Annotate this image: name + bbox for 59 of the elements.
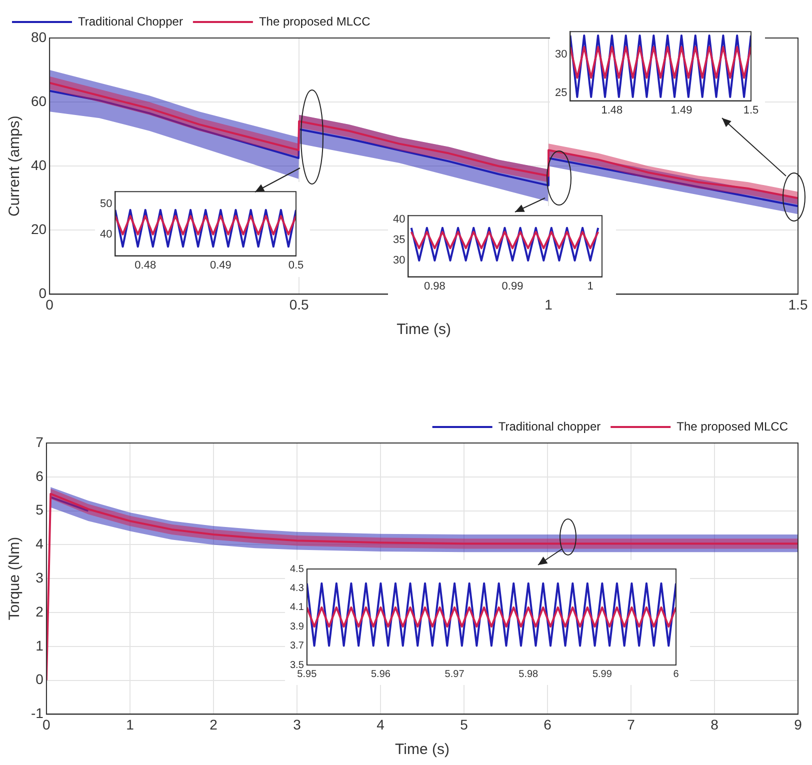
x-tick-label: 5.99 (592, 668, 612, 680)
y-tick-label: 3.5 (290, 660, 304, 671)
y-tick-label: -1 (30, 705, 44, 722)
x-tick-label: 0.98 (424, 280, 446, 292)
legend-label: Traditional chopper (498, 419, 601, 434)
x-tick-label: 1.48 (601, 104, 623, 116)
x-tick-label: 0.5 (288, 259, 304, 272)
y-tick-label: 3 (36, 569, 44, 586)
y-tick-label: 30 (392, 254, 406, 267)
x-tick-label: 0.49 (210, 259, 232, 272)
y-tick-label: 3.9 (290, 621, 304, 632)
x-tick-label: 1.5 (743, 104, 759, 116)
y-tick-label: 50 (100, 198, 112, 210)
y-tick-label: 25 (554, 87, 568, 100)
y-tick-label: 40 (30, 156, 47, 173)
x-tick-label: 5.95 (297, 668, 318, 680)
x-tick-label: 8 (710, 716, 719, 732)
x-tick-label: 5.96 (370, 668, 391, 680)
y-tick-label: 1 (36, 637, 44, 654)
x-tick-label: 9 (794, 716, 802, 732)
x-tick-label: 1.5 (788, 296, 808, 312)
y-tick-label: 2 (36, 603, 44, 620)
legend-label: Traditional Chopper (78, 14, 183, 28)
y-tick-label: 40 (392, 214, 406, 226)
y-tick-label: 20 (30, 221, 47, 238)
x-tick-label: 7 (627, 716, 636, 732)
legend-label: The proposed MLCC (258, 14, 371, 28)
x-tick-label: 6 (673, 668, 680, 680)
y-axis-title: Torque (Nm) (6, 536, 24, 620)
y-tick-label: 35 (392, 234, 406, 246)
x-tick-label: 0.5 (289, 296, 309, 312)
y-tick-label: 40 (100, 228, 112, 240)
y-tick-label: 30 (554, 48, 568, 61)
x-tick-label: 0.48 (134, 259, 156, 272)
x-axis-title: Time (s) (395, 741, 450, 758)
y-tick-label: 5 (36, 502, 44, 518)
x-tick-label: 2 (210, 716, 218, 732)
y-tick-label: 4 (36, 536, 44, 552)
x-tick-label: 0.99 (502, 280, 524, 292)
y-tick-label: 60 (30, 92, 47, 109)
y-tick-label: 6 (36, 468, 44, 484)
x-axis-title: Time (s) (396, 321, 452, 338)
y-tick-label: 7 (36, 434, 44, 450)
y-tick-label: 4.5 (290, 564, 304, 575)
y-tick-label: 3.7 (290, 640, 304, 652)
y-tick-label: 4.3 (290, 582, 304, 594)
legend-label: The proposed MLCC (676, 419, 788, 434)
x-tick-label: 1 (587, 280, 594, 292)
y-tick-label: 80 (30, 28, 47, 45)
x-tick-label: 5.98 (518, 668, 539, 680)
x-tick-label: 5 (460, 716, 468, 732)
x-tick-label: 5.97 (444, 668, 465, 680)
x-tick-label: 4 (376, 716, 385, 732)
y-axis-title: Current (amps) (6, 116, 24, 217)
x-tick-label: 1 (544, 296, 553, 312)
x-tick-label: 6 (544, 716, 552, 732)
y-tick-label: 4.1 (290, 602, 304, 614)
x-tick-label: 1.49 (670, 104, 692, 116)
x-tick-label: 1 (126, 716, 134, 732)
